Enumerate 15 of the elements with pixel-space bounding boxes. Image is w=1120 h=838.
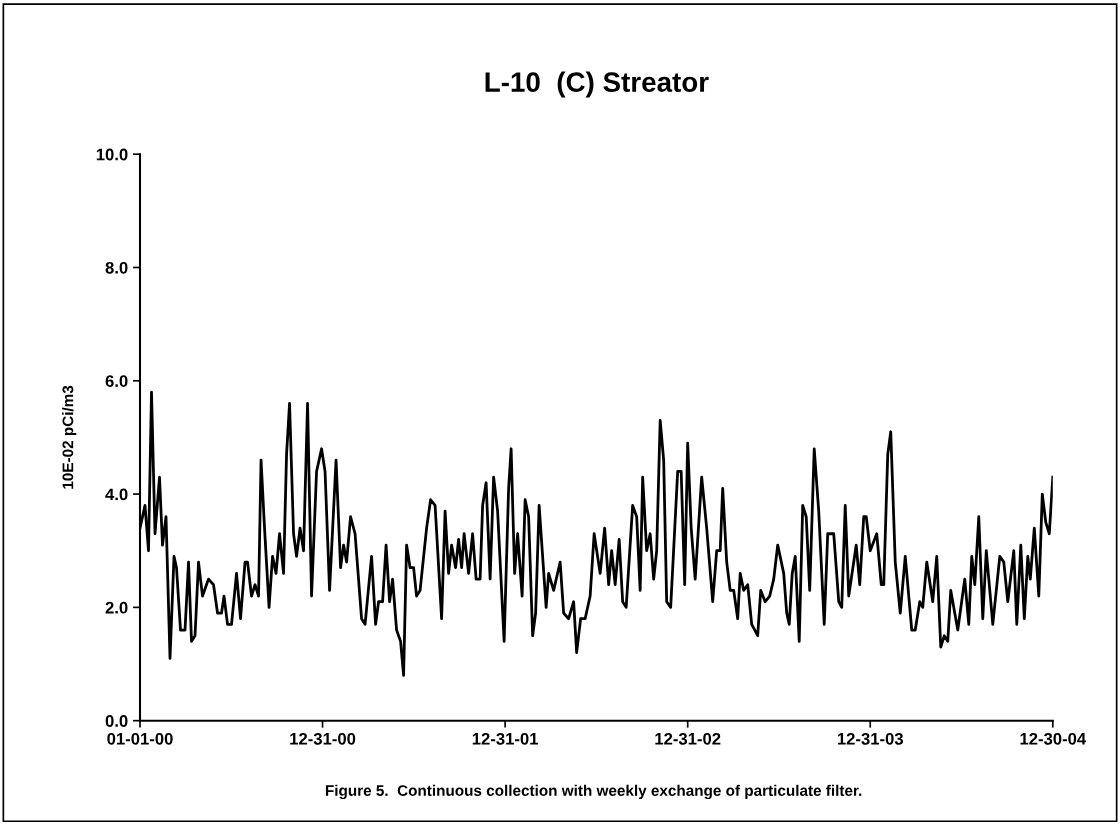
y-axis-title: 10E-02 pCi/m3 — [62, 385, 77, 489]
y-tick-label: 8.0 — [105, 261, 128, 274]
chart-title: L-10 (C) Streator — [485, 71, 709, 98]
x-tick-label: 12-31-01 — [472, 732, 539, 745]
y-tick-label: 0.0 — [105, 715, 128, 727]
y-tick-label: 4.0 — [105, 488, 128, 501]
y-tick-label: 10.0 — [96, 148, 128, 161]
x-tick-label: 12-31-03 — [837, 732, 903, 745]
caption: Figure 5. Continuous collection with weekly exchange of particulate filter. — [325, 784, 862, 800]
y-tick-label: 6.0 — [105, 375, 128, 387]
x-tick-label: 12-31-02 — [655, 732, 721, 745]
x-tick-label: 12-31-00 — [290, 732, 356, 745]
x-tick-label: 01-01-00 — [107, 732, 173, 745]
x-tick-label: 12-30-04 — [1020, 732, 1087, 745]
y-tick-label: 2.0 — [105, 601, 128, 614]
